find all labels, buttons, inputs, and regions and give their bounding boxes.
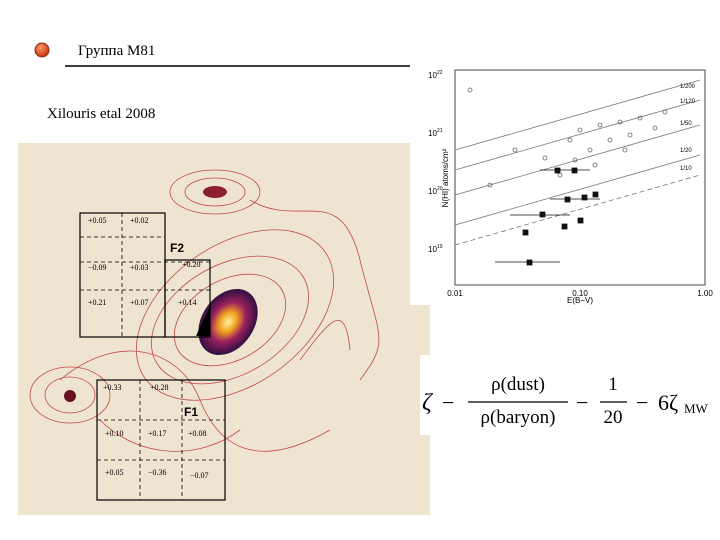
- x-axis-label: E(B−V): [567, 296, 593, 305]
- formula-minus2: −: [636, 390, 648, 415]
- region-value: −0.07: [190, 471, 209, 480]
- formula-num1: ρ(dust): [491, 374, 545, 395]
- formula-den2: 20: [604, 407, 623, 428]
- formula-num2: 1: [608, 374, 618, 395]
- region-value: −0.36: [148, 468, 167, 477]
- region-value: −0.09: [88, 263, 107, 272]
- region-value: +0.28: [150, 383, 169, 392]
- line-label: 1/120: [680, 99, 696, 105]
- region-value: +0.08: [188, 429, 207, 438]
- line-label: 1/10: [680, 166, 692, 172]
- formula-sub: MW: [684, 401, 709, 416]
- formula-term: 6ζ: [658, 390, 678, 415]
- region-value: +0.05: [88, 216, 107, 225]
- y-tick-base: 10: [428, 129, 437, 138]
- region-value: +0.05: [105, 468, 124, 477]
- x-tick-label: 1.00: [697, 289, 713, 298]
- y-axis-label: N(HI) atoms/cm²: [441, 148, 450, 207]
- y-tick-exp: 20: [437, 186, 443, 192]
- x-tick-label: 0.10: [572, 289, 588, 298]
- region-value: +0.02: [130, 216, 149, 225]
- region-value: +0.33: [103, 383, 122, 392]
- y-tick-base: 10: [428, 245, 437, 254]
- bullet: [34, 42, 50, 58]
- galaxy-image: [18, 143, 430, 515]
- line-label: 1/200: [680, 84, 696, 90]
- region-value: +0.14: [178, 298, 197, 307]
- line-label: 1/20: [680, 148, 692, 154]
- formula-op: −: [442, 390, 454, 415]
- region-value: +0.20: [182, 260, 201, 269]
- formula-minus1: −: [576, 390, 588, 415]
- x-tick-label: 0.01: [447, 289, 463, 298]
- formula-lhs: ζ: [422, 390, 434, 416]
- y-tick-base: 10: [428, 187, 437, 196]
- line-label: 1/50: [680, 121, 692, 127]
- chart-image: [410, 63, 720, 305]
- region-value: +0.17: [148, 429, 167, 438]
- region-label: F2: [170, 241, 184, 255]
- region-label: F1: [184, 405, 198, 419]
- formula-den1: ρ(baryon): [481, 407, 556, 428]
- slide-title: Группа M81: [78, 43, 155, 59]
- reference: Xilouris etal 2008: [47, 106, 155, 122]
- region-value: +0.03: [130, 263, 149, 272]
- y-tick-exp: 21: [437, 128, 443, 134]
- y-tick-base: 10: [428, 71, 437, 80]
- y-tick-exp: 19: [437, 244, 443, 250]
- y-tick-exp: 22: [437, 70, 443, 76]
- region-value: +0.10: [105, 429, 124, 438]
- formula-box: [420, 355, 720, 435]
- region-value: +0.21: [88, 298, 107, 307]
- region-value: +0.07: [130, 298, 149, 307]
